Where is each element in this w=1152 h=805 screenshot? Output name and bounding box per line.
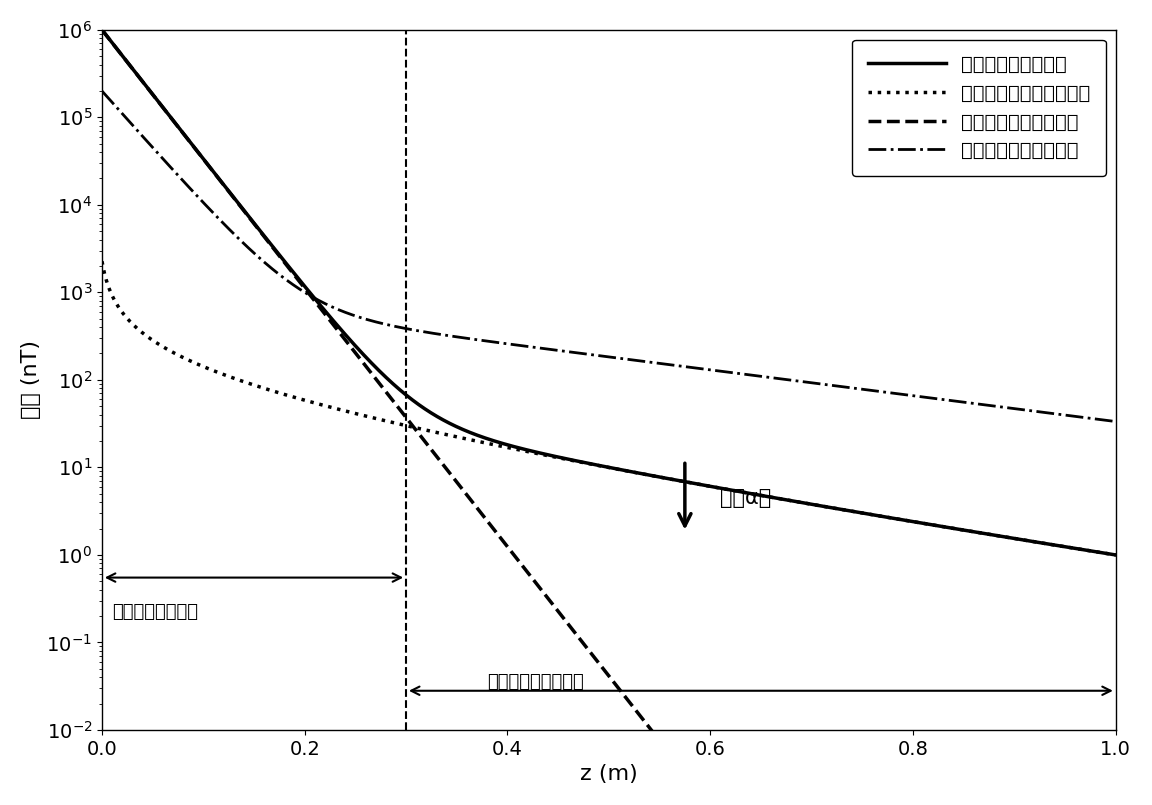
无套管油井内的总磁场: [271, 269, 285, 279]
套管油井内的波导模式: [528, 576, 541, 586]
Legend: 套管油井内的总磁场, 套管油井内的侧面波模式, 套管油井内的波导模式, 无套管油井内的总磁场: 套管油井内的总磁场, 套管油井内的侧面波模式, 套管油井内的波导模式, 无套管油…: [852, 39, 1106, 175]
套管油井内的总磁场: [1089, 547, 1102, 556]
无套管油井内的总磁场: [484, 336, 498, 346]
X-axis label: z (m): z (m): [579, 764, 638, 784]
Line: 套管油井内的侧面波模式: 套管油井内的侧面波模式: [103, 262, 1116, 555]
无套管油井内的总磁场: [979, 400, 993, 410]
套管油井内的波导模式: [271, 249, 285, 258]
套管油井内的侧面波模式: [1109, 550, 1123, 559]
套管油井内的侧面波模式: [979, 529, 993, 539]
套管油井内的侧面波模式: [96, 257, 109, 266]
套管油井内的波导模式: [211, 172, 225, 182]
套管油井内的总磁场: [1109, 550, 1123, 559]
套管油井内的总磁场: [96, 25, 109, 35]
无套管油井内的总磁场: [1089, 415, 1102, 424]
Text: 侧面波模式主导区域: 侧面波模式主导区域: [487, 673, 584, 691]
套管油井内的侧面波模式: [271, 388, 285, 398]
Text: 波导模式主导区域: 波导模式主导区域: [112, 603, 198, 621]
无套管油井内的总磁场: [528, 343, 541, 353]
Line: 无套管油井内的总磁场: 无套管油井内的总磁场: [103, 91, 1116, 422]
套管油井内的波导模式: [484, 521, 498, 530]
Line: 套管油井内的波导模式: 套管油井内的波导模式: [103, 30, 1116, 805]
套管油井内的总磁场: [979, 529, 993, 539]
套管油井内的总磁场: [528, 447, 541, 456]
Text: 减小α倍: 减小α倍: [720, 488, 772, 508]
套管油井内的侧面波模式: [528, 448, 541, 458]
套管油井内的总磁场: [484, 435, 498, 444]
Y-axis label: 幅度 (nT): 幅度 (nT): [21, 341, 40, 419]
套管油井内的侧面波模式: [484, 440, 498, 449]
Line: 套管油井内的总磁场: 套管油井内的总磁场: [103, 30, 1116, 555]
无套管油井内的总磁场: [96, 86, 109, 96]
套管油井内的侧面波模式: [211, 367, 225, 377]
无套管油井内的总磁场: [211, 213, 225, 222]
套管油井内的侧面波模式: [1089, 547, 1102, 556]
套管油井内的总磁场: [211, 172, 225, 182]
套管油井内的波导模式: [96, 25, 109, 35]
套管油井内的总磁场: [271, 248, 285, 258]
无套管油井内的总磁场: [1109, 417, 1123, 427]
